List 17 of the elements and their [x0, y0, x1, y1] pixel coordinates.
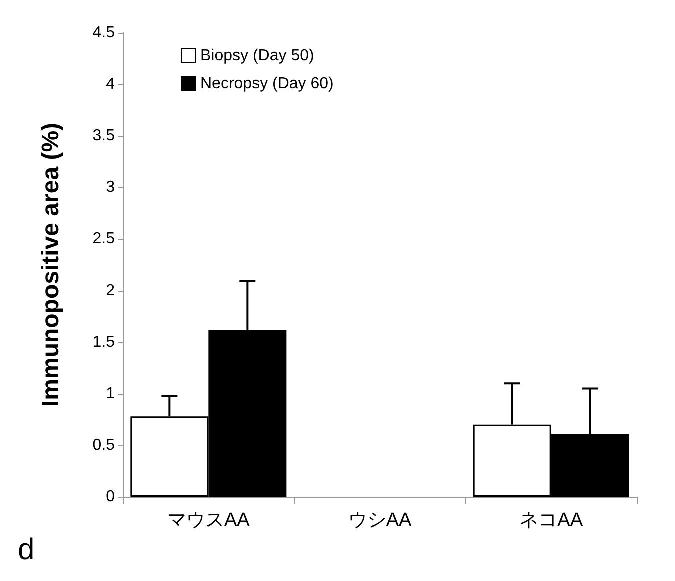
y-axis-title: Immunopositive area (%): [38, 122, 64, 408]
legend-label: Necropsy (Day 60): [200, 76, 334, 92]
y-tick-label: 0: [106, 488, 116, 506]
x-tick-label: ウシAA: [348, 510, 412, 531]
y-tick-label: 1: [106, 385, 116, 402]
y-tick-label: 2: [106, 282, 116, 300]
y-tick-label: 3.5: [92, 128, 116, 145]
y-tick-label: 4: [106, 76, 116, 94]
y-tick-label: 4.5: [92, 24, 116, 42]
x-tick-label: マウスAA: [167, 510, 250, 531]
y-tick-label: 1.5: [92, 334, 116, 351]
text: d: [18, 534, 35, 566]
y-tick-label: 0.5: [92, 436, 116, 454]
y-tick-label: 3: [106, 179, 116, 196]
legend-label: Biopsy (Day 50): [200, 48, 314, 64]
y-tick-label: 2.5: [92, 230, 116, 248]
x-tick-label: ネコAA: [520, 510, 584, 531]
